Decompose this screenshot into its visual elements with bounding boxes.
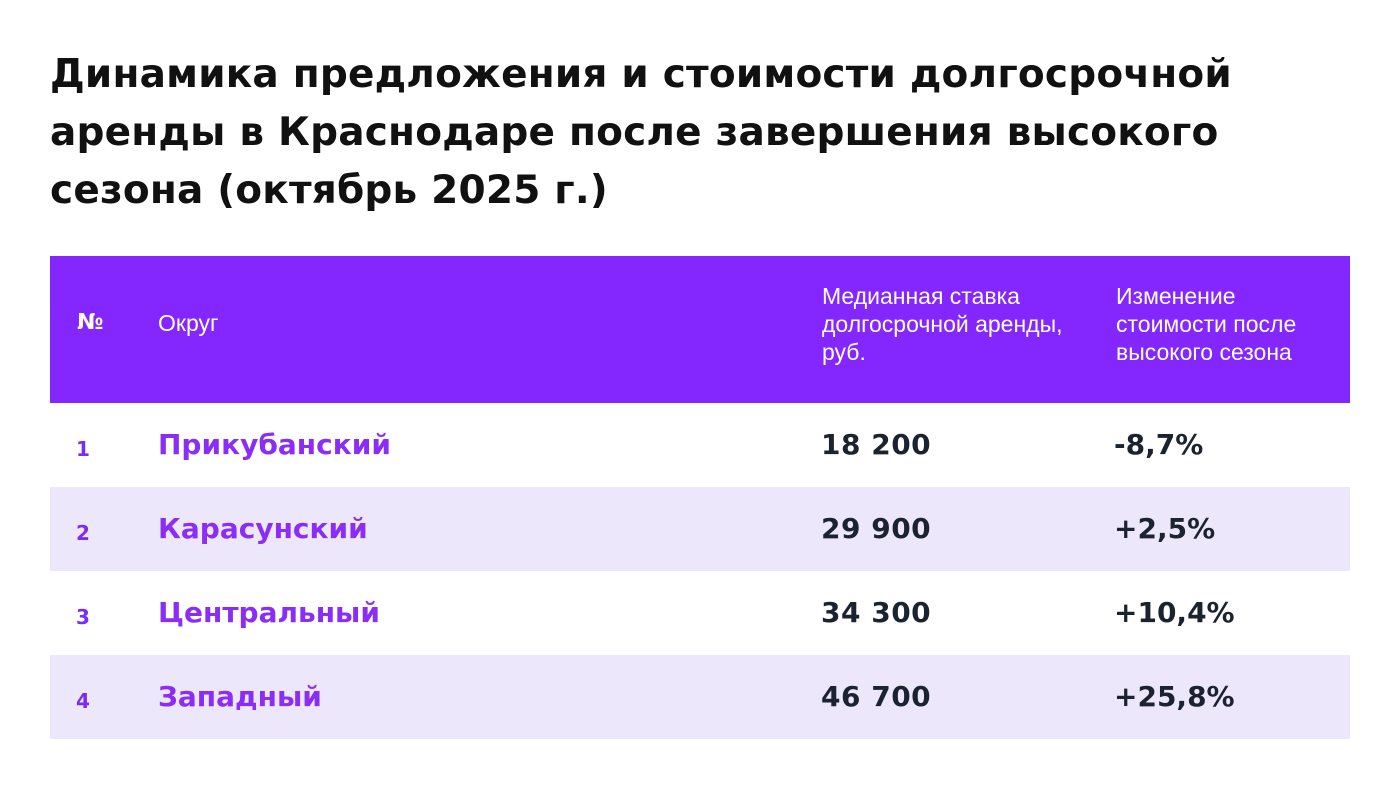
table-header: № Округ Медианная ставка долгосрочной ар… <box>50 256 1350 403</box>
district-name: Прикубанский <box>158 428 391 461</box>
price-change: +2,5% <box>1114 512 1216 545</box>
header-district: Округ <box>158 310 219 336</box>
row-number: 2 <box>76 521 90 545</box>
table-row: 1 Прикубанский 18 200 -8,7% <box>50 403 1350 487</box>
price-change: +25,8% <box>1114 680 1235 713</box>
row-number: 3 <box>76 605 90 629</box>
table-row: 4 Западный 46 700 +25,8% <box>50 655 1350 739</box>
median-rate: 18 200 <box>821 428 932 461</box>
table-row: 3 Центральный 34 300 +10,4% <box>50 571 1350 655</box>
row-number: 4 <box>76 689 90 713</box>
district-name: Западный <box>158 680 322 713</box>
price-change: +10,4% <box>1114 596 1235 629</box>
median-rate: 34 300 <box>821 596 932 629</box>
page-title: Динамика предложения и стоимости долгоср… <box>50 52 1232 213</box>
district-name: Центральный <box>158 596 380 629</box>
rental-table: № Округ Медианная ставка долгосрочной ар… <box>50 256 1350 739</box>
median-rate: 46 700 <box>821 680 932 713</box>
row-number: 1 <box>76 437 90 461</box>
table-row: 2 Карасунский 29 900 +2,5% <box>50 487 1350 571</box>
price-change: -8,7% <box>1114 428 1204 461</box>
district-name: Карасунский <box>158 512 368 545</box>
header-price-change: Изменение стоимости после высокого сезон… <box>1116 283 1297 365</box>
median-rate: 29 900 <box>821 512 932 545</box>
header-median-rate: Медианная ставка долгосрочной аренды, ру… <box>822 283 1063 365</box>
header-number: № <box>77 310 104 335</box>
